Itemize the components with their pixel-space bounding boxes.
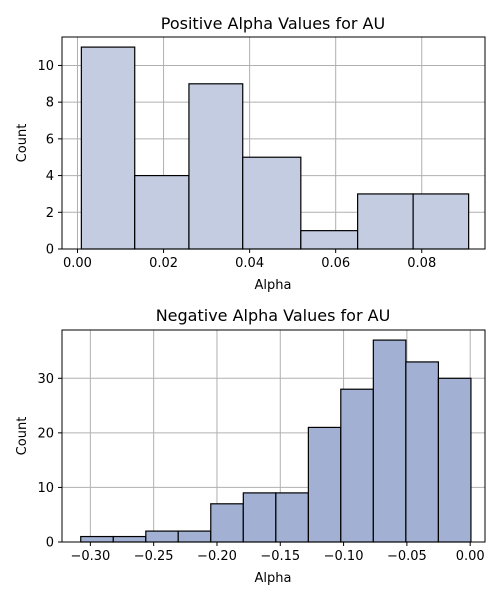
y-tick-label: 4 bbox=[46, 169, 54, 184]
y-axis-label: Count bbox=[15, 124, 30, 163]
negative-alpha-histogram: Negative Alpha Values for AU −0.30 −0.25 −… bbox=[15, 306, 486, 586]
x-tick-label: 0.00 bbox=[456, 549, 485, 564]
y-tick-label: 6 bbox=[46, 132, 54, 147]
chart-title: Positive Alpha Values for AU bbox=[161, 14, 385, 33]
y-tick-label: 20 bbox=[37, 426, 54, 441]
histogram-bar bbox=[134, 174, 190, 250]
x-tick-label: 0.06 bbox=[321, 256, 350, 271]
chart-title: Negative Alpha Values for AU bbox=[156, 306, 391, 325]
y-tick-label: 0 bbox=[46, 536, 54, 551]
plot-area-frame bbox=[61, 329, 486, 543]
x-tick-label: −0.20 bbox=[197, 549, 237, 564]
histogram-bar bbox=[177, 530, 212, 543]
y-tick-label: 30 bbox=[37, 372, 54, 387]
histogram-bar bbox=[405, 361, 440, 543]
x-tick-label: −0.05 bbox=[387, 549, 427, 564]
histogram-bar bbox=[300, 230, 359, 250]
x-axis-label: Alpha bbox=[255, 571, 292, 586]
histogram-bar bbox=[112, 535, 147, 543]
histogram-bar bbox=[340, 388, 374, 543]
y-tick-label: 2 bbox=[46, 206, 54, 221]
x-tick-label: 0.04 bbox=[235, 256, 264, 271]
x-tick-label: 0.00 bbox=[63, 256, 92, 271]
x-tick-label: 0.02 bbox=[149, 256, 178, 271]
histogram-bar bbox=[275, 492, 309, 543]
y-tick-label: 10 bbox=[37, 481, 54, 496]
y-axis-label: Count bbox=[15, 417, 30, 456]
x-tick-label: 0.08 bbox=[407, 256, 436, 271]
histogram-bar bbox=[307, 426, 342, 543]
histogram-bar bbox=[188, 83, 244, 250]
y-tick-label: 0 bbox=[46, 243, 54, 258]
histogram-bar bbox=[372, 339, 407, 543]
histogram-bar bbox=[145, 530, 179, 543]
histogram-bar bbox=[80, 535, 114, 543]
histogram-bar bbox=[80, 46, 136, 250]
x-axis-label: Alpha bbox=[255, 278, 292, 293]
histogram-bar bbox=[242, 492, 277, 543]
x-tick-label: −0.10 bbox=[324, 549, 364, 564]
plot-area-frame bbox=[61, 36, 486, 250]
histogram-bar bbox=[357, 193, 414, 250]
histogram-bar bbox=[412, 193, 470, 250]
x-tick-label: −0.25 bbox=[134, 549, 174, 564]
histogram-bar bbox=[242, 156, 302, 250]
y-tick-label: 8 bbox=[46, 96, 54, 111]
positive-alpha-histogram: Positive Alpha Values for AU 0.00 0.02 0.0… bbox=[15, 14, 486, 293]
histogram-bar bbox=[437, 377, 472, 543]
y-tick-label: 10 bbox=[37, 59, 54, 74]
histogram-bar bbox=[210, 503, 244, 543]
x-tick-label: −0.30 bbox=[70, 549, 110, 564]
x-tick-label: −0.15 bbox=[260, 549, 300, 564]
